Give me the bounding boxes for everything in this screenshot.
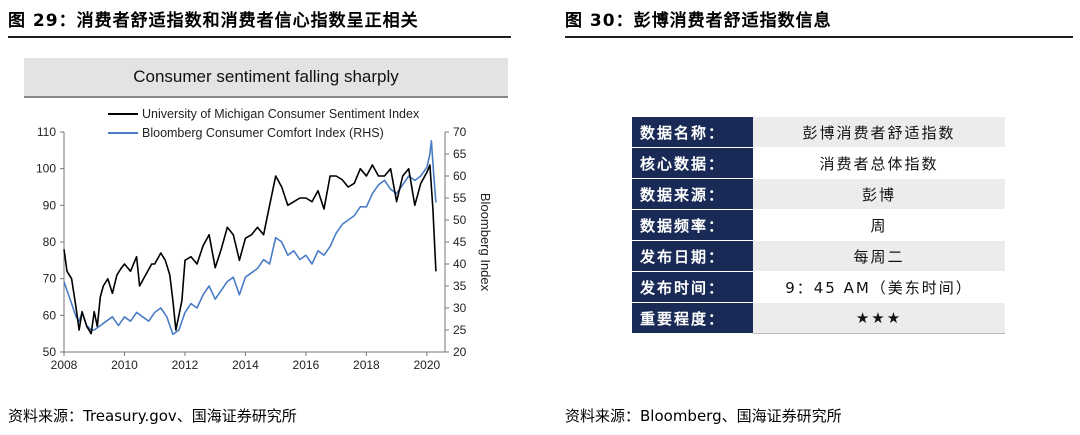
y2-tick-label: 25 [453,323,467,337]
info-value: 彭博消费者舒适指数 [753,117,1005,148]
chart-plot: 50 60 70 80 90 100 110 20 25 30 35 40 45 50 55 60 65 70 20… [36,107,493,372]
figure-29-title: 图 29：消费者舒适指数和消费者信心指数呈正相关 [8,11,419,31]
info-key: 发布时间： [632,271,753,303]
source-note-left: 资料来源：Treasury.gov、国海证券研究所 [8,407,297,425]
y2-tick-label: 40 [453,257,467,271]
sentiment-chart: Consumer sentiment falling sharply 50 60 7… [14,56,514,378]
y-tick-label: 80 [43,235,57,249]
y2-tick-label: 50 [453,213,467,227]
info-key: 数据名称： [632,117,753,148]
x-tick-label: 2014 [232,358,259,372]
info-value: 消费者总体指数 [753,147,1005,179]
x-tick-label: 2020 [414,358,441,372]
info-row: 数据名称： 彭博消费者舒适指数 [632,117,1005,148]
x-tick-label: 2010 [111,358,138,372]
y2-tick-label: 35 [453,279,467,293]
y2-tick-label: 60 [453,169,467,183]
info-value: 周 [753,209,1005,241]
title-underline-left [8,36,511,38]
series-line-comfort-index [63,140,437,336]
y2-tick-label: 55 [453,191,467,205]
y-tick-label: 90 [43,198,57,212]
y-tick-label: 50 [43,345,57,359]
series-line-michigan-sentiment [63,164,437,335]
x-tick-label: 2016 [293,358,320,372]
info-key: 数据频率： [632,209,753,241]
y2-tick-label: 65 [453,147,467,161]
x-tick-label: 2018 [353,358,380,372]
info-value: 9：45 AM（美东时间） [753,271,1005,303]
info-key: 发布日期： [632,240,753,272]
info-key: 数据来源： [632,178,753,210]
y-tick-label: 60 [43,308,57,322]
x-tick-label: 2008 [51,358,78,372]
source-note-right: 资料来源：Bloomberg、国海证券研究所 [565,407,842,425]
y-tick-label: 100 [36,162,56,176]
info-row: 数据来源： 彭博 [632,178,1005,210]
y2-axis-label: Bloomberg Index [478,193,493,292]
info-row: 数据频率：周 [632,209,1005,241]
y2-tick-label: 20 [453,345,467,359]
y2-tick-label: 30 [453,301,467,315]
legend-label: University of Michigan Consumer Sentimen… [142,107,420,121]
info-value: 每周二 [753,240,1005,272]
figure-30-title: 图 30：彭博消费者舒适指数信息 [565,11,832,31]
y-tick-label: 110 [37,125,56,139]
y2-tick-label: 45 [453,235,467,249]
legend-label: Bloomberg Consumer Comfort Index (RHS) [142,126,384,140]
y2-tick-label: 70 [453,125,467,139]
info-value: 彭博 [753,178,1005,210]
info-value: ★★★ [753,302,1005,334]
info-row: 发布时间： 9：45 AM（美东时间） [632,271,1005,303]
info-key: 核心数据： [632,147,753,179]
info-row: 发布日期： 每周二 [632,240,1005,272]
y-tick-label: 70 [43,272,57,286]
index-info-table: 数据名称： 彭博消费者舒适指数 核心数据： 消费者总体指数 数据来源： 彭博 数据频率：周发… [632,117,1005,334]
info-key: 重要程度： [632,302,753,334]
chart-title: Consumer sentiment falling sharply [24,58,508,98]
x-tick-label: 2012 [172,358,199,372]
info-row: 重要程度： ★★★ [632,302,1005,334]
title-underline-right [565,36,1073,38]
info-row: 核心数据： 消费者总体指数 [632,147,1005,179]
